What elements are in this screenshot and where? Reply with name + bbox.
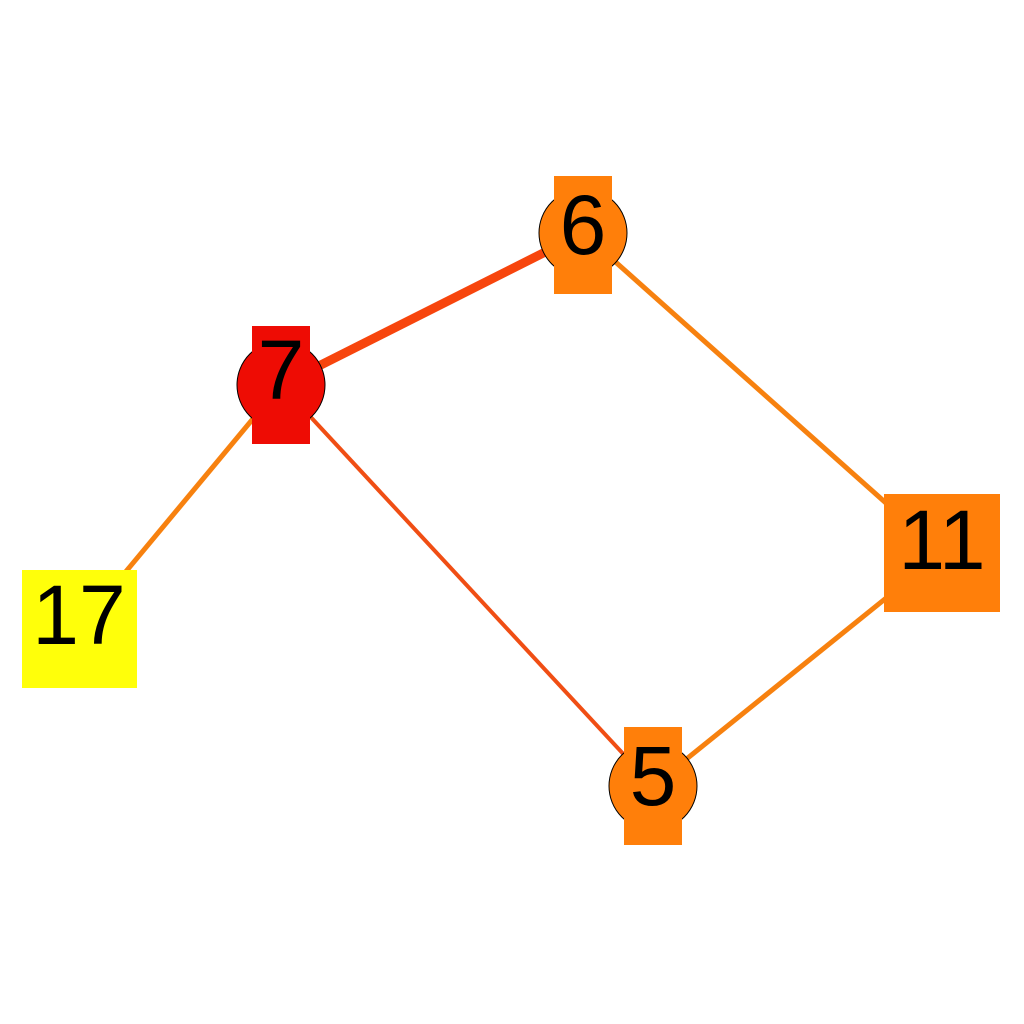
node-11[interactable]: 11: [884, 493, 1000, 612]
node-17-square: [22, 570, 137, 688]
node-layer: 7 6 5 11 17: [22, 176, 1000, 845]
node-5[interactable]: 5: [608, 727, 698, 845]
edge-7-6: [278, 228, 586, 390]
edge-7-5: [279, 383, 655, 788]
node-6-label: 6: [560, 178, 607, 272]
node-17[interactable]: 17: [22, 568, 137, 688]
node-11-label: 11: [898, 493, 985, 587]
node-7-label: 7: [258, 323, 305, 417]
node-6[interactable]: 6: [538, 176, 628, 294]
node-11-square: [884, 494, 1000, 612]
node-7-square: [252, 326, 310, 444]
node-17-label: 17: [32, 568, 125, 662]
node-7[interactable]: 7: [236, 323, 326, 444]
edge-6-11: [581, 231, 944, 555]
node-6-square: [554, 176, 612, 294]
edge-layer: [77, 228, 944, 788]
node-5-square: [624, 727, 682, 845]
node-5-label: 5: [630, 729, 677, 823]
